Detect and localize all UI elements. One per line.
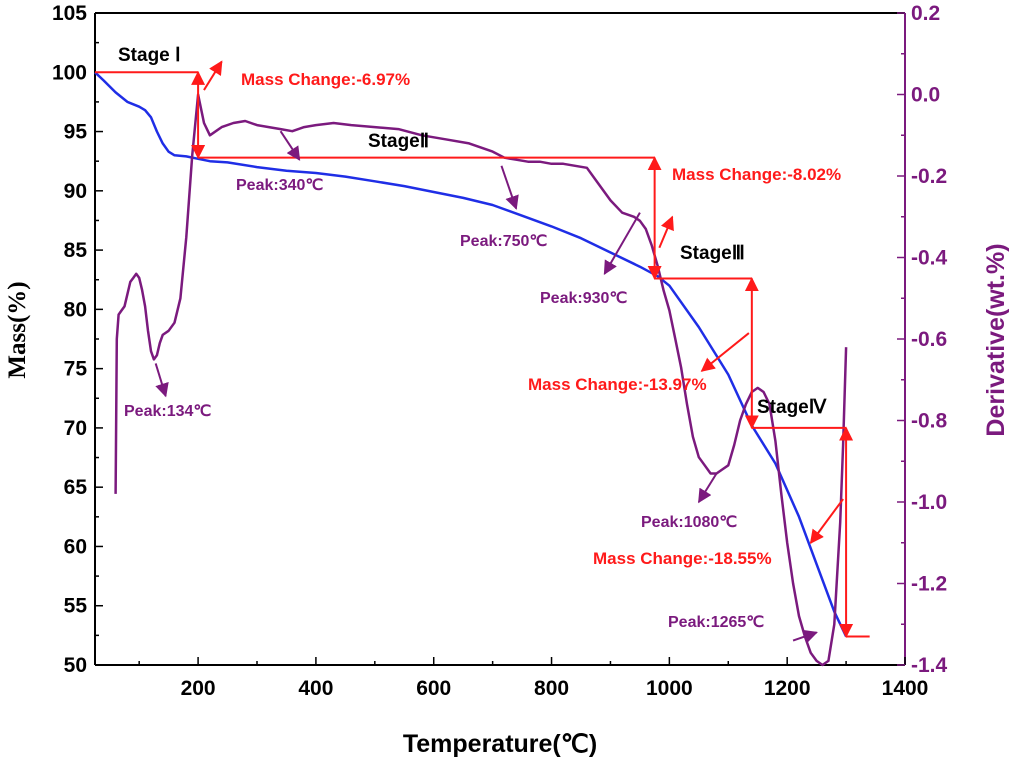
- series-group: [94, 71, 848, 667]
- mass3-pointer: [700, 332, 750, 372]
- mass-change-label-4: Mass Change:-18.55%: [593, 549, 772, 568]
- y2-axis-label: Derivative(wt.%): [982, 243, 1010, 436]
- y-tick-label: 50: [64, 654, 87, 677]
- stage-label-1: Stage Ⅰ: [118, 45, 181, 66]
- y-tick-label: 90: [64, 180, 87, 203]
- y-tick-label: 105: [52, 2, 87, 25]
- x-tick-label: 1400: [882, 677, 929, 700]
- y-tick-label: 80: [64, 298, 87, 321]
- mass-change-label-3: Mass Change:-13.97%: [528, 375, 707, 394]
- y-tick-label: 55: [64, 595, 88, 618]
- y2-tick-label: -1.0: [911, 491, 947, 514]
- y-tick-label: 85: [64, 239, 88, 262]
- x-tick-label: 600: [416, 677, 451, 700]
- y2-tick-label: -0.6: [911, 328, 947, 351]
- mass4-pointer: [809, 498, 844, 545]
- y-tick-label: 100: [52, 61, 87, 84]
- peak1080-pointer: [697, 472, 718, 504]
- y2-tick-label: -0.8: [911, 410, 948, 433]
- peak-label-340: Peak:340℃: [236, 177, 323, 194]
- y-tick-label: 65: [64, 476, 88, 499]
- peak-label-750: Peak:750℃: [460, 233, 547, 250]
- peak930-pointer: [603, 212, 641, 276]
- y-tick-label: 70: [64, 417, 87, 440]
- mass-change-label-1: Mass Change:-6.97%: [241, 70, 410, 89]
- y2-tick-label: 0.0: [911, 84, 940, 107]
- y2-tick-label: -1.4: [911, 654, 948, 677]
- y2-tick-label: 0.2: [911, 2, 940, 25]
- y2-tick-label: -1.2: [911, 573, 947, 596]
- x-tick-label: 1200: [764, 677, 811, 700]
- y-axis-label: Mass(%): [4, 281, 31, 378]
- peak-label-134: Peak:134℃: [124, 403, 211, 420]
- stage-label-3: StageⅢ: [680, 243, 745, 264]
- x-tick-label: 400: [298, 677, 333, 700]
- stage-label-2: StageⅡ: [368, 131, 429, 152]
- mass1-pointer: [203, 60, 223, 91]
- derivative-series-line: [114, 93, 848, 667]
- stage-label-4: StageⅣ: [757, 397, 827, 418]
- peak-label-1080: Peak:1080℃: [641, 514, 737, 531]
- y2-tick-label: -0.4: [911, 247, 948, 270]
- peak750-pointer: [500, 165, 519, 210]
- peak1265-pointer: [792, 629, 818, 644]
- x-axis-label: Temperature(℃): [403, 730, 597, 758]
- y-tick-label: 60: [64, 535, 87, 558]
- y2-tick-label: -0.2: [911, 165, 947, 188]
- peak134-pointer: [154, 363, 169, 398]
- peak-label-930: Peak:930℃: [540, 290, 627, 307]
- y-tick-label: 75: [64, 358, 88, 381]
- x-tick-label: 800: [534, 677, 569, 700]
- mass-change-label-2: Mass Change:-8.02%: [672, 165, 841, 184]
- annotation-group: [95, 60, 870, 644]
- x-tick-label: 1000: [646, 677, 693, 700]
- axes-group: 200 400 600 800 1000 1200 1400 50 55 60 65 70 75 80 85…: [52, 2, 948, 700]
- peak-label-1265: Peak:1265℃: [668, 614, 764, 631]
- y-tick-label: 95: [64, 121, 88, 144]
- mass2-pointer: [658, 215, 674, 249]
- peak340-pointer: [279, 130, 301, 161]
- x-tick-label: 200: [181, 677, 216, 700]
